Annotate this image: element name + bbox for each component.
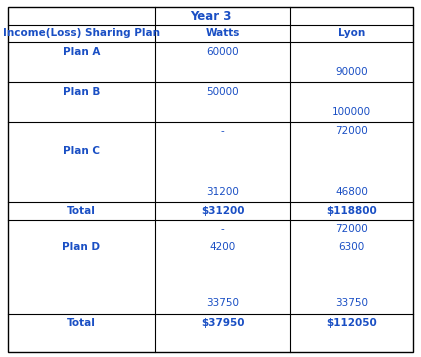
- Text: 31200: 31200: [206, 187, 239, 197]
- Text: 72000: 72000: [335, 224, 368, 234]
- Text: 72000: 72000: [335, 126, 368, 136]
- Text: Plan D: Plan D: [62, 242, 101, 252]
- Text: Plan A: Plan A: [63, 47, 100, 57]
- Text: Lyon: Lyon: [338, 29, 365, 39]
- Text: $118800: $118800: [326, 206, 377, 216]
- Text: -: -: [221, 224, 224, 234]
- Text: Plan C: Plan C: [63, 146, 100, 156]
- Text: -: -: [221, 126, 224, 136]
- Text: Total: Total: [67, 318, 96, 328]
- Text: Income(Loss) Sharing Plan: Income(Loss) Sharing Plan: [3, 29, 160, 39]
- Text: $112050: $112050: [326, 318, 377, 328]
- Text: Plan B: Plan B: [63, 87, 100, 97]
- Text: 4200: 4200: [209, 242, 236, 252]
- Text: Total: Total: [67, 206, 96, 216]
- Text: 33750: 33750: [206, 298, 239, 308]
- Text: Watts: Watts: [205, 29, 240, 39]
- Text: $37950: $37950: [201, 318, 244, 328]
- Text: 90000: 90000: [335, 67, 368, 77]
- Text: 60000: 60000: [206, 47, 239, 57]
- Text: 50000: 50000: [206, 87, 239, 97]
- Text: 33750: 33750: [335, 298, 368, 308]
- Text: 46800: 46800: [335, 187, 368, 197]
- Text: Year 3: Year 3: [190, 10, 231, 22]
- Text: $31200: $31200: [201, 206, 244, 216]
- Text: 100000: 100000: [332, 107, 371, 117]
- Text: 6300: 6300: [338, 242, 365, 252]
